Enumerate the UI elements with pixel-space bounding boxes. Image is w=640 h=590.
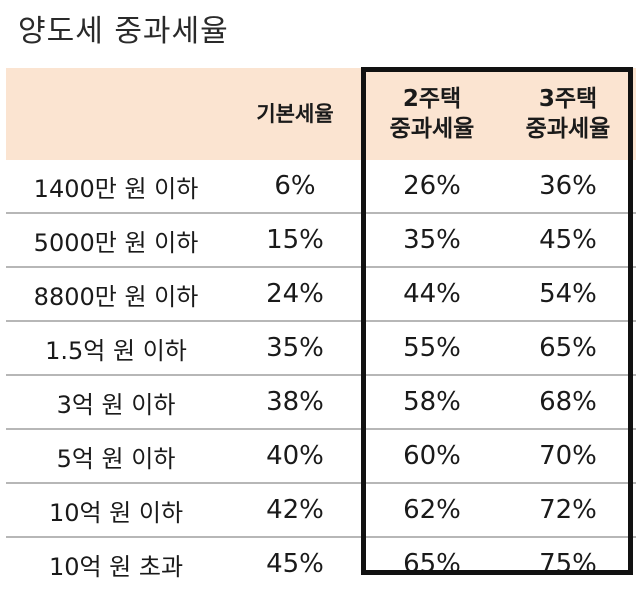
header-bracket	[6, 68, 226, 160]
tax-rate-table: 기본세율 2주택 중과세율 3주택 중과세율 1400만 원 이하 6% 26% 36…	[6, 68, 636, 590]
two-house-rate-cell: 62%	[403, 495, 461, 525]
bracket-cell: 10억 원 초과	[48, 552, 184, 581]
two-house-rate-cell: 55%	[403, 333, 461, 363]
base-rate-cell: 15%	[266, 225, 324, 255]
bracket-cell: 10억 원 이하	[48, 498, 184, 527]
two-house-rate-cell: 65%	[403, 549, 461, 579]
header-two-house-line2: 중과세율	[389, 116, 475, 142]
two-house-rate-cell: 44%	[403, 279, 461, 309]
table-row: 5000만 원 이하 15% 35% 45%	[6, 212, 636, 266]
header-three-house-line1: 3주택	[538, 86, 598, 112]
table-body: 1400만 원 이하 6% 26% 36% 5000만 원 이하 15% 35% 45% 880…	[6, 160, 636, 590]
three-house-rate-cell: 68%	[539, 387, 597, 417]
three-house-rate-cell: 65%	[539, 333, 597, 363]
base-rate-cell: 6%	[274, 171, 316, 201]
base-rate-cell: 24%	[266, 279, 324, 309]
base-rate-cell: 35%	[266, 333, 324, 363]
header-three-house: 3주택 중과세율	[500, 68, 636, 160]
header-two-house-line1: 2주택	[402, 86, 462, 112]
table-row: 3억 원 이하 38% 58% 68%	[6, 374, 636, 428]
three-house-rate-cell: 72%	[539, 495, 597, 525]
three-house-rate-cell: 36%	[539, 171, 597, 201]
table-row: 10억 원 이하 42% 62% 72%	[6, 482, 636, 536]
bracket-cell: 3억 원 이하	[56, 390, 176, 419]
header-two-house: 2주택 중과세율	[364, 68, 500, 160]
header-base-rate-label: 기본세율	[256, 102, 334, 126]
two-house-rate-cell: 35%	[403, 225, 461, 255]
table-row: 1400만 원 이하 6% 26% 36%	[6, 160, 636, 212]
table-row: 10억 원 초과 45% 65% 75%	[6, 536, 636, 590]
page-title: 양도세 중과세율	[18, 14, 229, 49]
bracket-cell: 1400만 원 이하	[33, 174, 199, 203]
table-row: 8800만 원 이하 24% 44% 54%	[6, 266, 636, 320]
two-house-rate-cell: 58%	[403, 387, 461, 417]
table-row: 1.5억 원 이하 35% 55% 65%	[6, 320, 636, 374]
three-house-rate-cell: 45%	[539, 225, 597, 255]
base-rate-cell: 40%	[266, 441, 324, 471]
three-house-rate-cell: 75%	[539, 549, 597, 579]
header-base-rate: 기본세율	[226, 68, 364, 160]
base-rate-cell: 38%	[266, 387, 324, 417]
bracket-cell: 5억 원 이하	[56, 444, 176, 473]
header-three-house-line2: 중과세율	[525, 116, 611, 142]
three-house-rate-cell: 70%	[539, 441, 597, 471]
bracket-cell: 8800만 원 이하	[33, 282, 199, 311]
base-rate-cell: 45%	[266, 549, 324, 579]
table-header: 기본세율 2주택 중과세율 3주택 중과세율	[6, 68, 636, 160]
two-house-rate-cell: 26%	[403, 171, 461, 201]
three-house-rate-cell: 54%	[539, 279, 597, 309]
base-rate-cell: 42%	[266, 495, 324, 525]
bracket-cell: 5000만 원 이하	[33, 228, 199, 257]
two-house-rate-cell: 60%	[403, 441, 461, 471]
bracket-cell: 1.5억 원 이하	[45, 336, 187, 365]
table-row: 5억 원 이하 40% 60% 70%	[6, 428, 636, 482]
